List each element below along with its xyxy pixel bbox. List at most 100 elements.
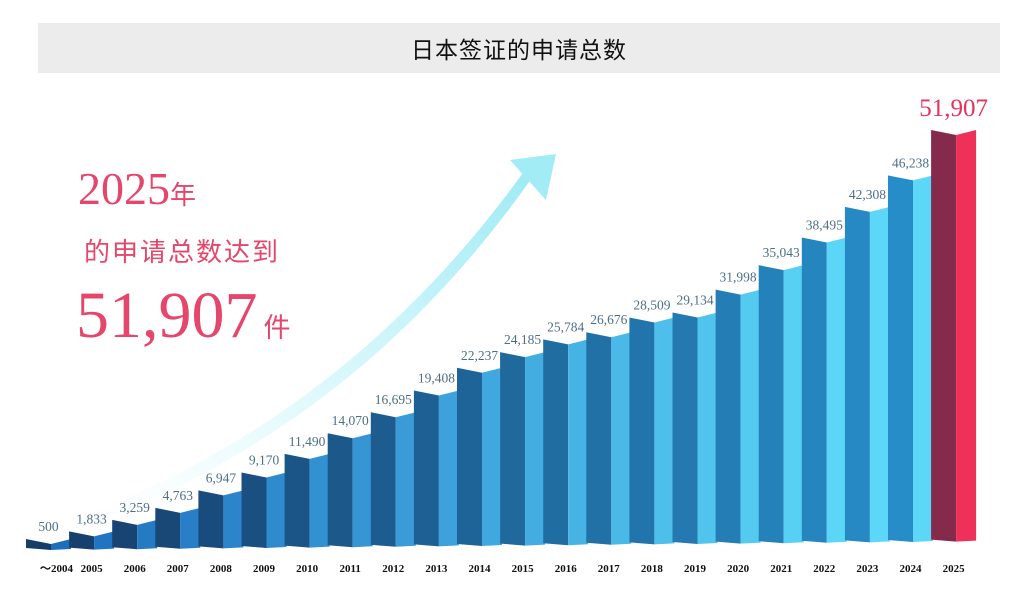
bar-side-face — [327, 433, 353, 548]
growth-arrow — [48, 154, 556, 536]
bar-2008 — [198, 490, 244, 549]
value-label: 19,408 — [418, 370, 455, 385]
value-label: 3,259 — [120, 500, 151, 515]
x-tick-label: 2014 — [469, 563, 492, 575]
bar-side-face — [888, 175, 913, 542]
bar-2007 — [155, 507, 201, 549]
x-tick-label: 2019 — [684, 563, 707, 575]
bar-front-face — [740, 289, 761, 544]
x-tick-label: 2013 — [425, 563, 448, 575]
value-label: 42,308 — [849, 187, 886, 202]
bar-front-face — [309, 453, 330, 548]
bar-front-face — [223, 490, 244, 549]
bar-front-face — [611, 332, 632, 545]
value-label: 26,676 — [590, 312, 627, 327]
value-label: 28,509 — [633, 298, 670, 313]
value-label: 11,490 — [289, 434, 326, 449]
bar-front-face — [94, 531, 115, 550]
callout-text: 的申请总数达到 — [84, 238, 281, 268]
callout-total: 51,907 件 — [76, 278, 291, 354]
value-label: 29,134 — [676, 293, 713, 308]
bar-front-face — [568, 339, 589, 546]
bar-2021 — [758, 265, 804, 544]
value-label: 16,695 — [375, 392, 412, 407]
value-label: 35,043 — [763, 245, 800, 260]
bar-front-face — [654, 317, 675, 545]
value-label: 1,833 — [76, 511, 107, 526]
bar-2017 — [586, 332, 632, 545]
value-label: 6,947 — [206, 470, 237, 485]
bar-front-face — [266, 472, 287, 548]
bar-2020 — [715, 289, 761, 544]
bar-side-face — [457, 367, 482, 546]
bar-side-face — [715, 289, 741, 544]
bar-2012 — [370, 412, 416, 547]
x-tick-label: 2010 — [296, 563, 319, 575]
bar-2024 — [888, 175, 933, 542]
x-tick-label: 2016 — [555, 563, 578, 575]
bar-side-face — [69, 531, 95, 550]
bar-side-face — [543, 339, 569, 546]
bar-front-face — [51, 539, 71, 550]
bar-front-face — [913, 175, 933, 542]
bar-front-face — [525, 352, 546, 546]
value-label: 38,495 — [806, 217, 843, 232]
bar-side-face — [931, 130, 957, 542]
bar-side-face — [629, 317, 655, 545]
arrow-head-icon — [510, 154, 556, 200]
x-tick-label: 2015 — [512, 563, 535, 575]
bar-2009 — [241, 472, 287, 548]
bar-side-face — [198, 490, 224, 549]
bar-side-face — [112, 519, 138, 550]
bar-side-face — [370, 412, 396, 547]
x-tick-label: 2005 — [81, 563, 104, 575]
value-label: 22,237 — [461, 348, 498, 363]
x-tick-label: 2025 — [943, 563, 966, 575]
bar-2006 — [112, 519, 158, 550]
bar-front-face — [482, 367, 502, 546]
x-axis-ticks-group: ～2004 2005 2006 2007 2008 2009 2010 2011 2012 201… — [40, 563, 965, 575]
x-tick-label: 2017 — [598, 563, 621, 575]
bar-2011 — [327, 433, 373, 548]
callout-total-unit: 件 — [263, 313, 291, 344]
bar-side-face — [241, 472, 267, 548]
value-label: 9,170 — [249, 453, 280, 468]
x-tick-label: 2022 — [813, 563, 836, 575]
bar-2013 — [413, 390, 459, 547]
bar-side-face — [155, 507, 181, 549]
chart-title-bar: 日本签证的申请总数 — [38, 23, 1000, 73]
value-label: 31,998 — [720, 270, 757, 285]
bar-front-face — [438, 390, 459, 547]
bar-front-face — [869, 206, 890, 543]
x-tick-label: 2009 — [253, 563, 276, 575]
bar-side-face — [672, 312, 698, 544]
bar-2016 — [543, 339, 589, 546]
value-label: 24,185 — [504, 332, 541, 347]
bar-side-face — [758, 265, 784, 544]
callout-total-number: 51,907 — [76, 279, 258, 352]
bar-2022 — [801, 237, 847, 543]
bar-～2004 — [26, 539, 71, 550]
bar-2019 — [672, 312, 718, 544]
value-label: 500 — [38, 519, 59, 534]
x-tick-label: ～2004 — [40, 563, 73, 575]
bar-front-face — [137, 519, 158, 550]
callout-year-unit: 年 — [170, 181, 197, 211]
bar-front-face — [783, 265, 804, 544]
x-tick-label: 2007 — [167, 563, 190, 575]
bar-side-face — [500, 352, 526, 546]
x-tick-label: 2012 — [382, 563, 405, 575]
bar-side-face — [284, 453, 310, 548]
x-tick-label: 2020 — [727, 563, 750, 575]
chart-title: 日本签证的申请总数 — [411, 38, 627, 64]
x-tick-label: 2006 — [124, 563, 147, 575]
bar-2010 — [284, 453, 330, 548]
bar-front-face — [395, 412, 416, 547]
callout-year-number: 2025 — [78, 163, 170, 214]
value-label: 51,907 — [919, 95, 988, 122]
x-tick-label: 2023 — [856, 563, 879, 575]
bar-2014 — [457, 367, 502, 546]
bar-front-face — [956, 130, 977, 542]
x-tick-label: 2008 — [210, 563, 233, 575]
